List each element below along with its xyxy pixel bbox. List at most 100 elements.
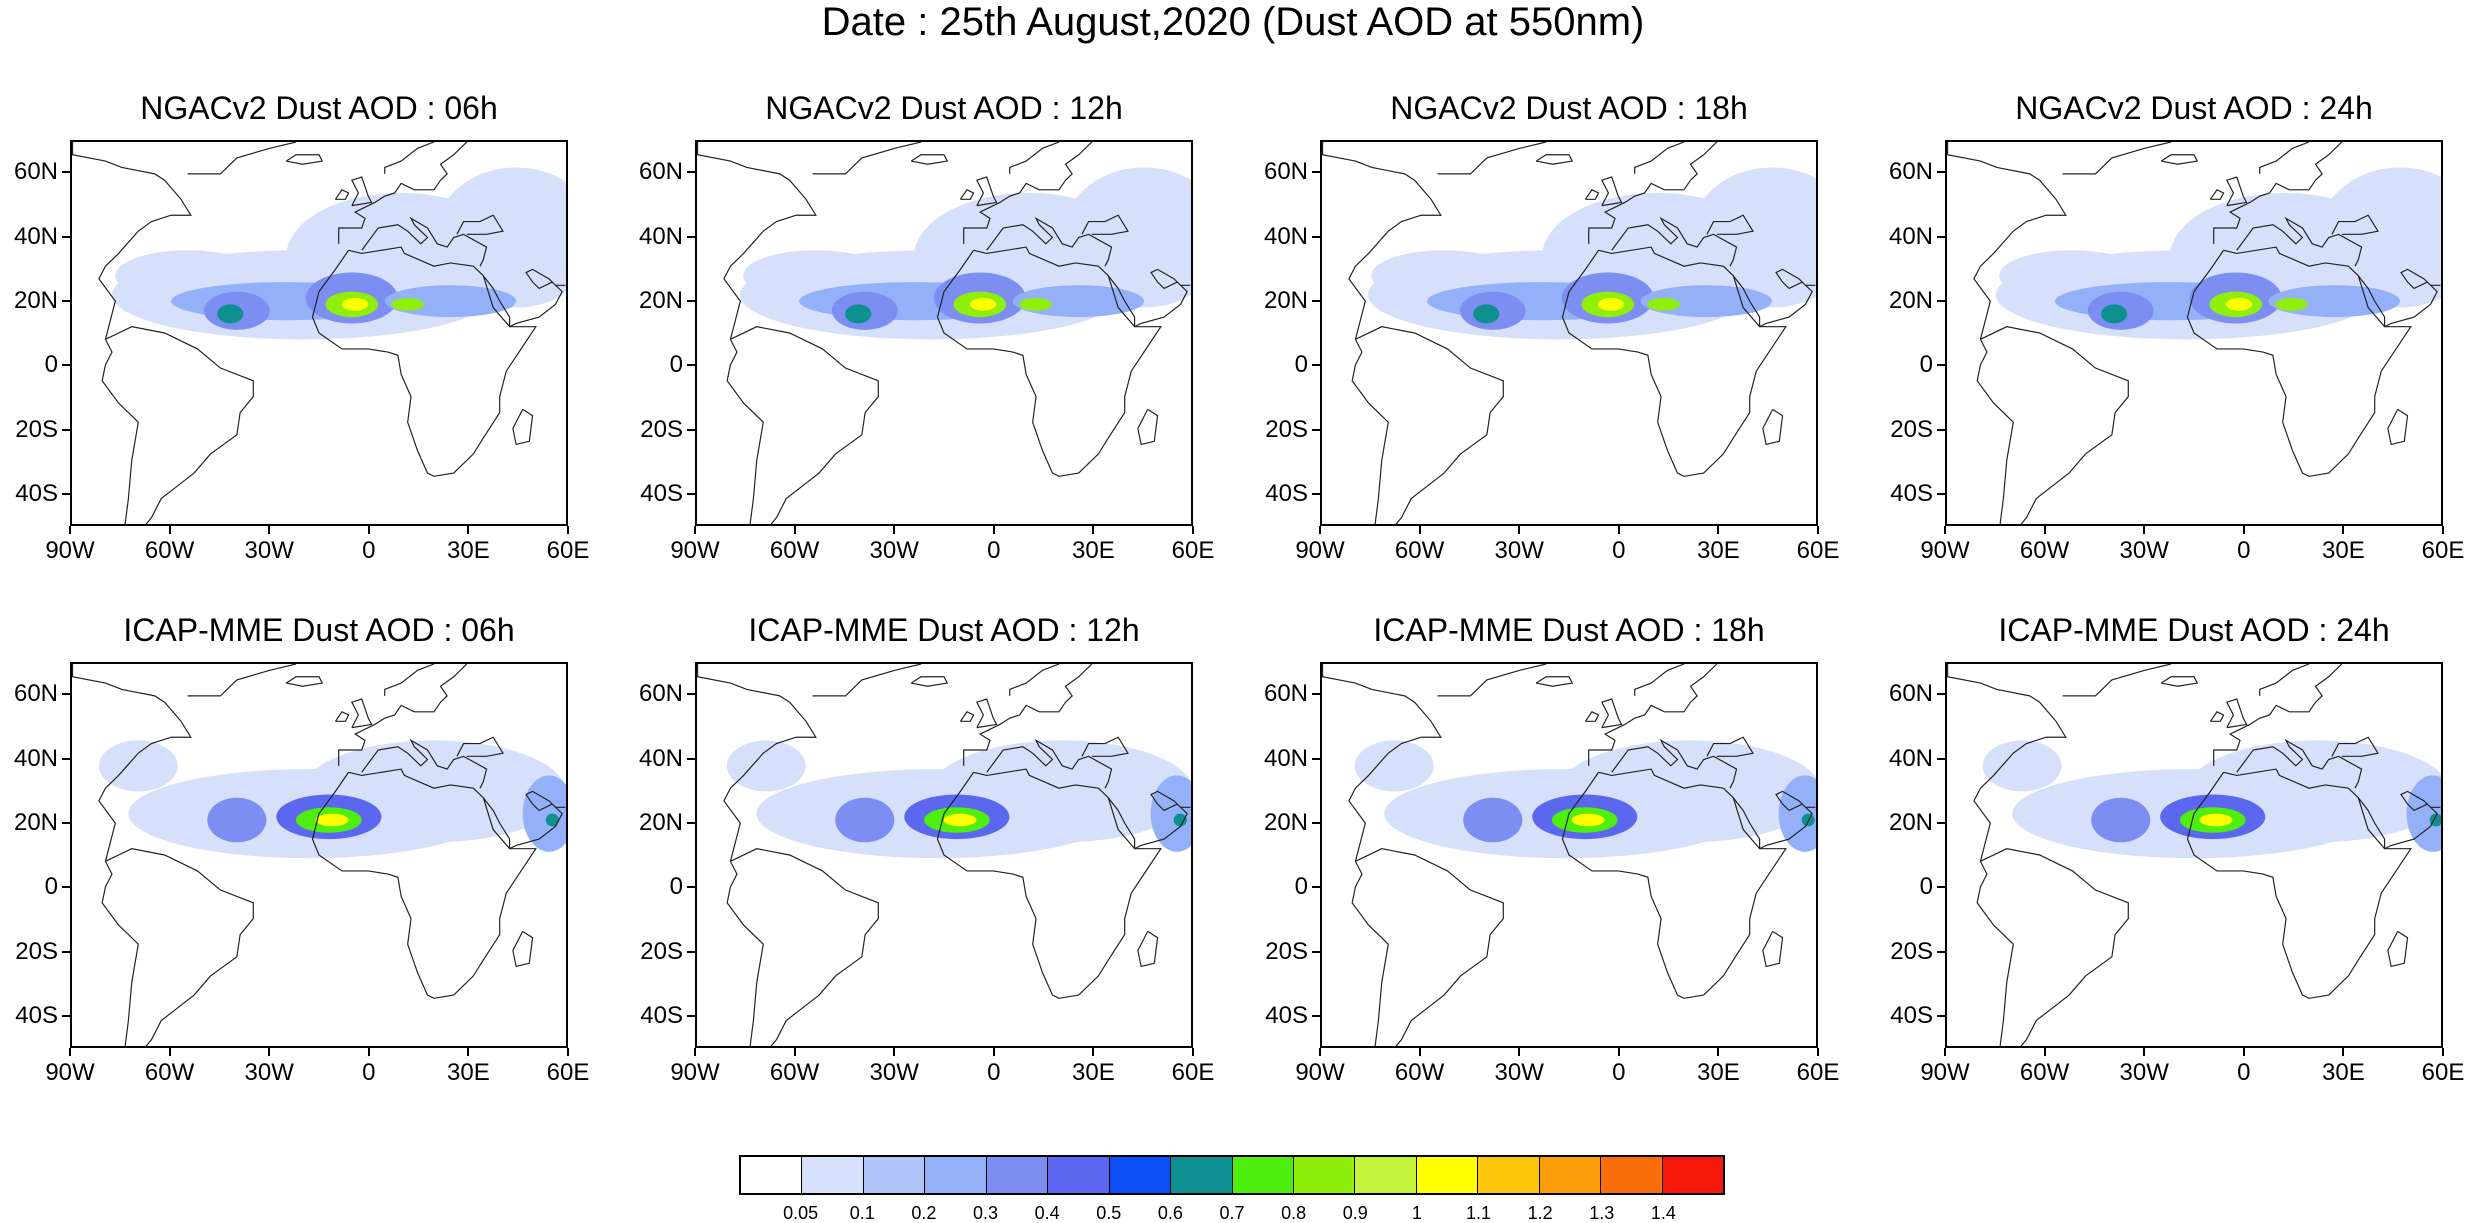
coastline xyxy=(509,268,566,328)
panel-title: NGACv2 Dust AOD : 06h xyxy=(140,90,498,126)
coastline xyxy=(976,176,998,207)
coastline xyxy=(1706,736,1754,757)
coastline xyxy=(351,698,373,729)
coastline xyxy=(187,142,297,175)
lat-tick xyxy=(1312,171,1320,174)
lon-tick xyxy=(1092,526,1095,534)
lat-tick xyxy=(62,886,70,889)
lat-tick xyxy=(687,693,695,696)
coastline xyxy=(1947,142,2067,340)
coastline xyxy=(986,738,1113,789)
lon-tick xyxy=(2442,1048,2444,1056)
coastline xyxy=(285,154,324,165)
coastline xyxy=(936,768,1162,999)
lat-tick xyxy=(1937,693,1945,696)
lat-label: 20S xyxy=(640,937,683,965)
figure-title: Date : 25th August,2020 (Dust AOD at 550… xyxy=(821,0,1645,44)
lon-label: 30W xyxy=(869,1059,919,1086)
coastline xyxy=(1351,848,1504,1046)
lat-label: 40S xyxy=(1265,1001,1308,1029)
lon-tick xyxy=(268,1048,271,1056)
lon-tick xyxy=(1717,526,1720,534)
dust-plume xyxy=(1571,813,1605,827)
lat-label: 40N xyxy=(638,222,683,250)
lat-tick xyxy=(687,364,695,367)
lat-label: 20S xyxy=(1265,415,1308,443)
lon-tick xyxy=(69,1048,71,1056)
colorbar-label: 0.7 xyxy=(1219,1203,1245,1223)
coastline xyxy=(2357,797,2386,849)
lon-label: 0 xyxy=(362,537,376,564)
lat-label: 40S xyxy=(1890,1001,1933,1029)
lon-label: 60W xyxy=(769,537,820,564)
lon-tick xyxy=(367,526,370,534)
lon-tick xyxy=(1192,526,1194,534)
dust-plume xyxy=(1150,775,1191,852)
lon-label: 90W xyxy=(670,1059,720,1086)
lon-label: 0 xyxy=(2237,537,2251,564)
lon-tick xyxy=(367,1048,370,1056)
lon-label: 90W xyxy=(1295,1059,1345,1086)
lon-tick xyxy=(567,1048,569,1056)
coastline xyxy=(1535,676,1574,687)
lon-tick xyxy=(694,1048,696,1056)
lon-label: 0 xyxy=(1612,1059,1626,1086)
coastline xyxy=(1611,738,1738,789)
dust-plume xyxy=(2225,297,2253,311)
coastline xyxy=(986,216,1113,267)
lon-label: 60W xyxy=(1394,537,1445,564)
coastline xyxy=(2062,142,2172,175)
coastline xyxy=(1762,930,1784,968)
dust-plume xyxy=(545,813,559,827)
lat-label: 60N xyxy=(638,680,683,708)
dust-plume xyxy=(217,304,244,324)
lon-label: 60E xyxy=(546,1059,590,1086)
map-panel-icap-12h xyxy=(695,662,1193,1048)
coastline xyxy=(1976,326,2129,524)
dust-plume xyxy=(2091,797,2151,843)
coastline xyxy=(976,698,998,729)
coastline xyxy=(1634,142,1685,174)
dust-plume xyxy=(2101,304,2128,324)
dust-map xyxy=(697,664,1191,1046)
lon-tick xyxy=(992,1048,995,1056)
coastline xyxy=(2213,142,2343,244)
coastline xyxy=(482,275,511,327)
coastline xyxy=(384,664,435,696)
lon-label: 0 xyxy=(987,537,1001,564)
lon-tick xyxy=(793,526,796,534)
lon-tick xyxy=(168,1048,171,1056)
lon-tick xyxy=(1717,1048,1720,1056)
coastline xyxy=(1759,268,1816,328)
lat-label: 60N xyxy=(13,158,58,186)
panel-title: ICAP-MME Dust AOD : 24h xyxy=(1998,612,2390,648)
lat-tick xyxy=(1937,950,1945,953)
lon-label: 0 xyxy=(362,1059,376,1086)
lat-tick xyxy=(1937,1014,1945,1017)
lon-label: 90W xyxy=(45,537,95,564)
coastline xyxy=(959,711,975,722)
dust-plume xyxy=(943,813,977,827)
lat-tick xyxy=(62,235,70,238)
coastline xyxy=(1107,275,1136,327)
lon-label: 60E xyxy=(1171,537,1215,564)
coastline xyxy=(512,408,534,446)
coastline xyxy=(338,664,468,766)
lat-tick xyxy=(1937,757,1945,760)
dust-plume xyxy=(434,167,566,308)
lon-tick xyxy=(1617,526,1620,534)
lon-tick xyxy=(2043,526,2046,534)
lon-label: 30W xyxy=(2119,1059,2169,1086)
lon-label: 30W xyxy=(1494,1059,1544,1086)
dust-plume xyxy=(341,297,369,311)
dust-plume xyxy=(726,740,806,792)
colorbar-label: 0.1 xyxy=(849,1203,875,1223)
lat-tick xyxy=(1312,1014,1320,1017)
coastline xyxy=(509,790,566,850)
lon-label: 30W xyxy=(869,537,919,564)
coastline xyxy=(512,930,534,968)
lat-tick xyxy=(62,492,70,495)
coastline xyxy=(2209,189,2225,200)
lat-tick xyxy=(687,428,695,431)
coastline xyxy=(1134,790,1191,850)
